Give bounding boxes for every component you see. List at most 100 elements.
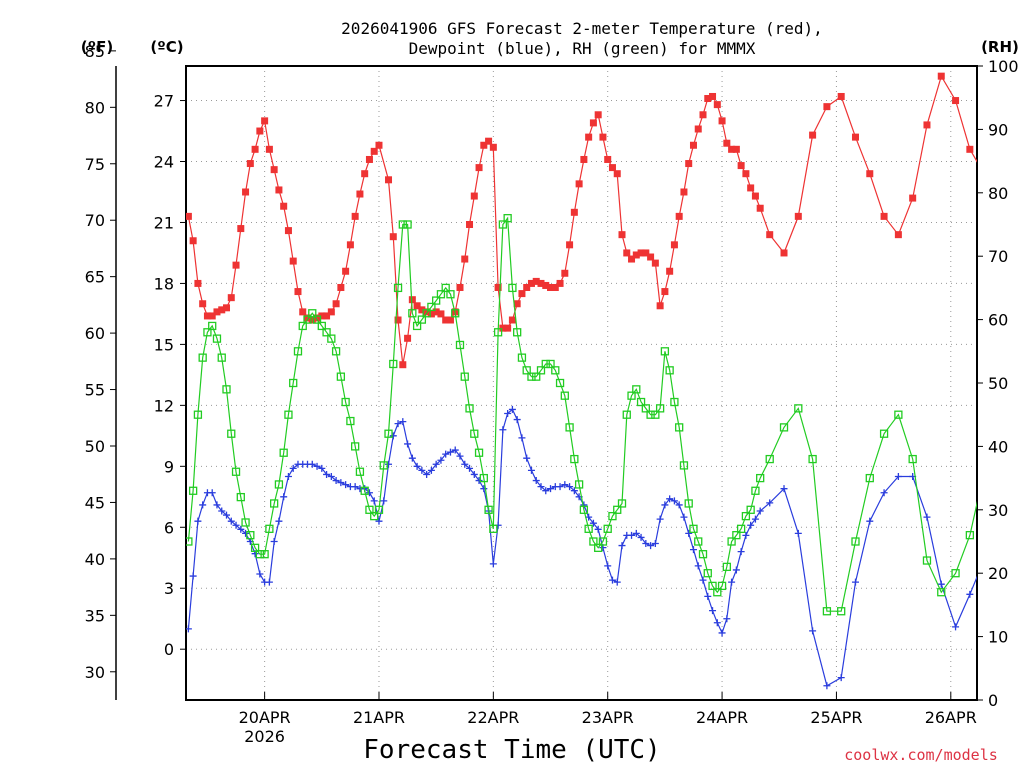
dewpoint-point xyxy=(780,485,788,493)
rh-point xyxy=(308,309,317,318)
dewpoint-point xyxy=(694,562,702,570)
temperature-point xyxy=(186,212,192,220)
temperature-point xyxy=(680,188,688,196)
dewpoint-point xyxy=(647,542,655,550)
f-axis-tick-label: 45 xyxy=(85,493,105,512)
rh-point xyxy=(451,309,460,318)
rh-point xyxy=(460,372,469,381)
temperature-point xyxy=(580,155,588,163)
temperature-point xyxy=(332,300,340,308)
rh-point xyxy=(594,543,603,552)
temperature-point xyxy=(232,261,240,269)
temperature-point xyxy=(966,145,974,153)
dewpoint-point xyxy=(308,460,316,468)
temperature-point xyxy=(437,310,445,318)
dewpoint-point xyxy=(837,674,845,682)
temperature-point xyxy=(494,283,502,291)
temperature-point xyxy=(556,279,564,287)
f-axis-tick-label: 60 xyxy=(85,324,105,343)
dewpoint-point xyxy=(375,517,383,525)
dewpoint-point xyxy=(966,590,974,598)
temperature-point xyxy=(561,269,569,277)
dewpoint-point xyxy=(589,519,597,527)
dewpoint-point xyxy=(499,426,507,434)
series-dewpoint xyxy=(186,405,977,690)
dewpoint-point xyxy=(446,448,454,456)
rh-point xyxy=(336,372,346,381)
temperature-point xyxy=(432,308,440,316)
rh-point xyxy=(503,214,512,223)
rh-point xyxy=(584,524,593,533)
rh-point xyxy=(603,524,612,533)
temperature-point xyxy=(570,208,578,216)
temperature-point xyxy=(203,312,211,320)
rh-point xyxy=(765,454,774,464)
rh-point xyxy=(312,315,322,324)
f-axis-tick-label: 65 xyxy=(85,268,105,287)
rh-point xyxy=(198,353,207,362)
dewpoint-point xyxy=(737,548,745,556)
temperature-point xyxy=(718,117,726,125)
rh-point xyxy=(636,397,646,407)
temperature-point xyxy=(623,249,631,257)
rh-point xyxy=(289,378,298,388)
rh-point xyxy=(722,562,731,572)
temperature-point xyxy=(318,312,326,320)
dewpoint-point xyxy=(365,489,373,497)
temperature-point xyxy=(894,231,902,239)
rh-point xyxy=(822,607,832,616)
temperature-point xyxy=(732,145,740,153)
temperature-point xyxy=(632,251,640,259)
temperature-point xyxy=(604,155,612,163)
dewpoint-point xyxy=(394,420,402,428)
temperature-point xyxy=(227,294,235,302)
dewpoint-point xyxy=(186,625,192,633)
dewpoint-point xyxy=(189,572,197,580)
rh-point xyxy=(908,454,917,464)
rh-point xyxy=(694,537,703,546)
c-axis-tick-label: 15 xyxy=(154,335,174,354)
temperature-point xyxy=(423,308,431,316)
temperature-point xyxy=(981,170,988,177)
rh-point xyxy=(188,486,198,495)
temperature-point xyxy=(442,316,450,324)
rh-point xyxy=(522,366,531,375)
rh-point xyxy=(670,397,679,407)
temperature-point xyxy=(880,212,888,220)
dewpoint-point xyxy=(194,517,202,525)
temperature-point xyxy=(246,160,254,168)
rh-point xyxy=(236,492,245,502)
temperature-point xyxy=(523,283,531,291)
rh-point xyxy=(212,334,222,343)
c-axis-tick-label: 21 xyxy=(154,213,174,232)
temperature-point xyxy=(499,324,507,332)
dewpoint-point xyxy=(704,592,712,600)
dewpoint-point xyxy=(408,454,416,462)
temperature-point xyxy=(723,139,731,147)
temperature-point xyxy=(661,288,669,296)
rh-point xyxy=(474,448,484,457)
temperature-point xyxy=(427,310,435,318)
dewpoint-point xyxy=(404,440,412,448)
dewpoint-point xyxy=(547,485,555,493)
temperature-point xyxy=(251,145,259,153)
temperature-point xyxy=(323,312,331,320)
temperature-point xyxy=(599,133,607,141)
dewpoint-point xyxy=(742,531,750,539)
temperature-point xyxy=(594,111,602,119)
unit-label-c: (ºC) xyxy=(150,38,183,56)
rh-point xyxy=(193,410,203,419)
rh-point xyxy=(508,283,517,293)
dewpoint-point xyxy=(880,489,888,497)
temperature-point xyxy=(189,237,197,245)
temperature-point xyxy=(689,141,697,149)
x-axis-tick-label: 20APR xyxy=(239,708,291,727)
dewpoint-point xyxy=(937,580,945,588)
temperature-point xyxy=(909,194,917,202)
temperature-point xyxy=(713,101,721,109)
rh-point xyxy=(355,467,365,476)
temperature-point xyxy=(647,253,655,261)
dewpoint-point xyxy=(751,515,759,523)
temperature-point xyxy=(213,308,221,316)
axes: 30 35 40 45 50 55 60 65 70 75 80 85 0 3 6 9 12 15 18 21 24 27… xyxy=(85,42,1019,710)
